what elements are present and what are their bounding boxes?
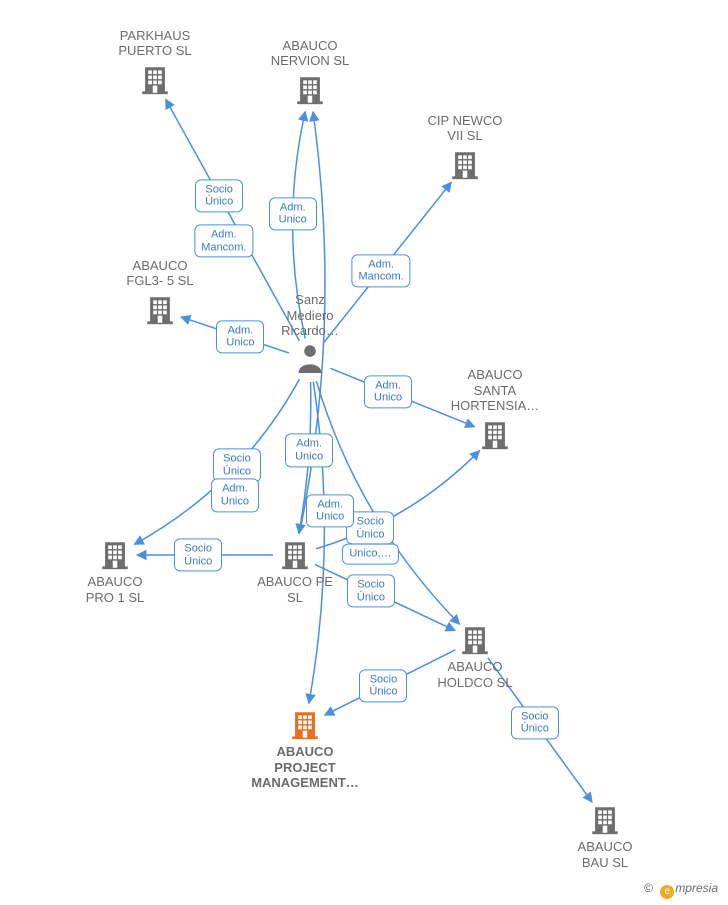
node-fgl[interactable]: ABAUCO FGL3- 5 SL (90, 258, 230, 329)
edge-label: Socio Único (347, 574, 395, 607)
edge-label: Adm. Mancom. (351, 254, 410, 287)
node-label: ABAUCO FGL3- 5 SL (90, 258, 230, 289)
building-icon (588, 803, 622, 837)
node-project[interactable]: ABAUCO PROJECT MANAGEMENT… (235, 708, 375, 791)
building-icon (478, 418, 512, 452)
node-parkhaus[interactable]: PARKHAUS PUERTO SL (85, 28, 225, 99)
node-label: ABAUCO PRO 1 SL (45, 574, 185, 605)
edge-label: Adm. Unico (364, 375, 412, 408)
footer-credit: © empresia (644, 881, 718, 899)
edge-label: Socio Único (195, 179, 243, 212)
node-label: ABAUCO SANTA HORTENSIA… (425, 367, 565, 414)
node-nervion[interactable]: ABAUCO NERVION SL (240, 38, 380, 109)
node-label: ABAUCO HOLDCO SL (405, 659, 545, 690)
edge-label: Socio Único (213, 449, 261, 482)
node-label: ABAUCO PROJECT MANAGEMENT… (235, 744, 375, 791)
building-icon (143, 293, 177, 327)
edge-label: Socio Único (174, 538, 222, 571)
node-pro1[interactable]: ABAUCO PRO 1 SL (45, 538, 185, 605)
edge-label: Adm. Unico (216, 320, 264, 353)
copyright-symbol: © (644, 881, 653, 895)
node-label: PARKHAUS PUERTO SL (85, 28, 225, 59)
brand-name: mpresia (675, 881, 718, 895)
node-holdco[interactable]: ABAUCO HOLDCO SL (405, 623, 545, 690)
building-icon (138, 63, 172, 97)
node-label: ABAUCO PE SL (225, 574, 365, 605)
building-icon (98, 538, 132, 572)
building-icon (293, 73, 327, 107)
edge-label: Unico,… (342, 544, 398, 565)
node-label: ABAUCO BAU SL (535, 839, 675, 870)
building-icon (278, 538, 312, 572)
node-hortensia[interactable]: ABAUCO SANTA HORTENSIA… (425, 367, 565, 454)
brand-logo-icon: e (660, 885, 674, 899)
edge-label: Adm. Mancom. (194, 225, 253, 258)
edge-label: Socio Único (511, 706, 559, 739)
node-cipnewco[interactable]: CIP NEWCO VII SL (395, 113, 535, 184)
node-label: CIP NEWCO VII SL (395, 113, 535, 144)
edge-label: Adm. Unico (269, 197, 317, 230)
building-icon (448, 148, 482, 182)
building-icon (458, 623, 492, 657)
edge-label: Adm. Unico (306, 494, 354, 527)
node-bau[interactable]: ABAUCO BAU SL (535, 803, 675, 870)
node-label: ABAUCO NERVION SL (240, 38, 380, 69)
edge-label: Socio Único (359, 669, 407, 702)
edge-label: Adm. Unico (211, 479, 259, 512)
person-icon (296, 343, 324, 373)
edge-label: Adm. Unico (285, 434, 333, 467)
building-icon (288, 708, 322, 742)
